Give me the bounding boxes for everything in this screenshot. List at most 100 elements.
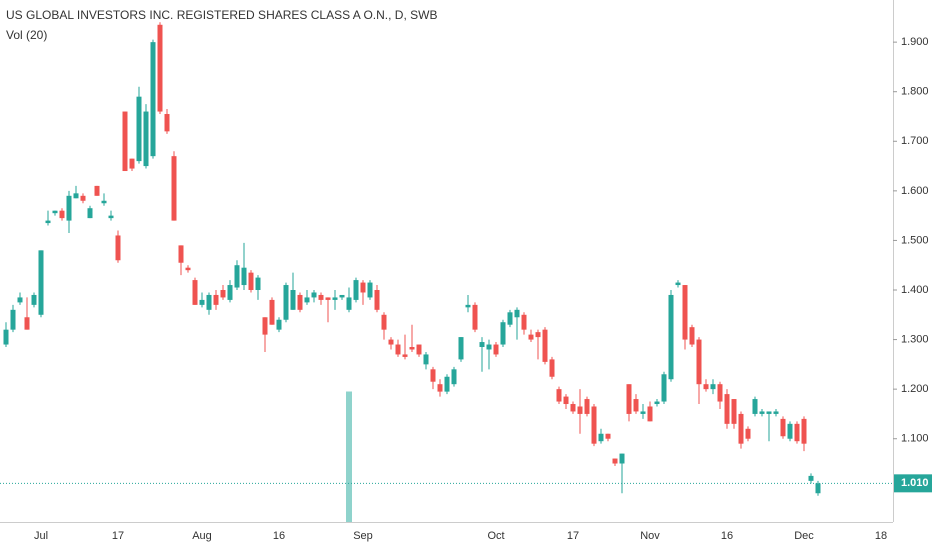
candle-body <box>73 193 79 199</box>
x-tick-label: Dec <box>794 530 814 542</box>
candle-body <box>619 453 625 464</box>
candle-body <box>220 290 226 298</box>
candle-body <box>633 399 639 412</box>
x-tick-label: Aug <box>192 530 212 542</box>
candle-body <box>262 317 268 335</box>
candle-body <box>304 297 310 303</box>
candle-body <box>507 312 513 325</box>
candle-body <box>675 282 681 286</box>
candle-body <box>115 235 121 261</box>
candle-body <box>668 294 674 380</box>
x-tick-label: 17 <box>112 530 124 542</box>
candle-body <box>143 111 149 167</box>
candle-body <box>493 344 499 355</box>
x-tick-label: 16 <box>273 530 285 542</box>
y-tick-label: 1.500 <box>901 234 929 246</box>
candle-body <box>591 406 597 444</box>
candle-body <box>465 304 471 308</box>
candle-body <box>395 344 401 355</box>
candle-body <box>682 285 688 340</box>
y-tick-label: 1.300 <box>901 333 929 345</box>
candle-body <box>276 319 282 330</box>
candle-body <box>738 413 744 444</box>
candle-body <box>318 294 324 300</box>
candle-body <box>269 299 275 325</box>
candle-body <box>346 297 352 310</box>
candle-body <box>577 406 583 414</box>
candle-body <box>185 267 191 271</box>
candle-body <box>521 314 527 330</box>
candle-body <box>311 292 317 298</box>
candle-body <box>605 433 611 439</box>
candle-body <box>213 294 219 305</box>
candle-body <box>129 158 135 169</box>
chart-title: US GLOBAL INVESTORS INC. REGISTERED SHAR… <box>6 8 437 22</box>
candle-body <box>360 282 366 293</box>
y-tick-label: 1.600 <box>901 185 929 197</box>
candle-body <box>437 384 443 392</box>
candle-body <box>325 297 331 300</box>
y-tick-label: 1.800 <box>901 86 929 98</box>
candle-body <box>52 210 58 214</box>
candle-body <box>710 384 716 390</box>
candle-body <box>570 404 576 412</box>
candle-body <box>381 314 387 330</box>
candle-body <box>563 396 569 405</box>
x-tick-label: 16 <box>721 530 733 542</box>
candle-body <box>626 384 632 414</box>
last-price-box <box>894 474 932 493</box>
candle-body <box>584 399 590 414</box>
candle-body <box>157 24 163 112</box>
candle-body <box>283 285 289 320</box>
candle-body <box>661 374 667 402</box>
candle-body <box>542 329 548 362</box>
candle-body <box>24 317 30 330</box>
candle-body <box>234 265 240 288</box>
x-tick-label: Sep <box>353 530 373 542</box>
candle-body <box>402 354 408 357</box>
candle-body <box>528 334 534 340</box>
candle-body <box>689 327 695 345</box>
candle-body <box>815 483 821 494</box>
candle-body <box>598 433 604 442</box>
candle-body <box>3 329 9 345</box>
y-tick-label: 1.400 <box>901 284 929 296</box>
x-tick-label: Oct <box>487 530 504 542</box>
candle-body <box>45 220 51 224</box>
candle-body <box>150 42 156 157</box>
candle-body <box>80 195 86 201</box>
candle-body <box>717 384 723 402</box>
candle-body <box>367 282 373 298</box>
candle-body <box>122 111 128 172</box>
x-tick-label: Jul <box>34 530 48 542</box>
candle-body <box>500 322 506 345</box>
candle-body <box>612 458 618 464</box>
candle-body <box>297 294 303 310</box>
candle-body <box>430 369 436 382</box>
volume-bar <box>346 391 352 522</box>
candle-body <box>171 156 177 221</box>
candle-body <box>808 475 814 481</box>
candle-body <box>787 423 793 439</box>
candle-body <box>164 114 170 132</box>
x-tick-label: 18 <box>875 530 887 542</box>
last-price-label: 1.010 <box>901 477 929 489</box>
candle-body <box>654 401 660 405</box>
candle-body <box>479 342 485 348</box>
candle-body <box>724 394 730 424</box>
candle-body <box>444 376 450 392</box>
candle-body <box>87 208 93 219</box>
x-tick-label: Nov <box>640 530 660 542</box>
candle-body <box>766 411 772 414</box>
candle-body <box>458 337 464 360</box>
candle-body <box>199 299 205 305</box>
candle-body <box>332 297 338 300</box>
candle-body <box>514 309 520 318</box>
candle-body <box>241 267 247 286</box>
candle-body <box>752 399 758 414</box>
candle-body <box>801 418 807 444</box>
candle-body <box>192 280 198 305</box>
candle-body <box>451 369 457 385</box>
